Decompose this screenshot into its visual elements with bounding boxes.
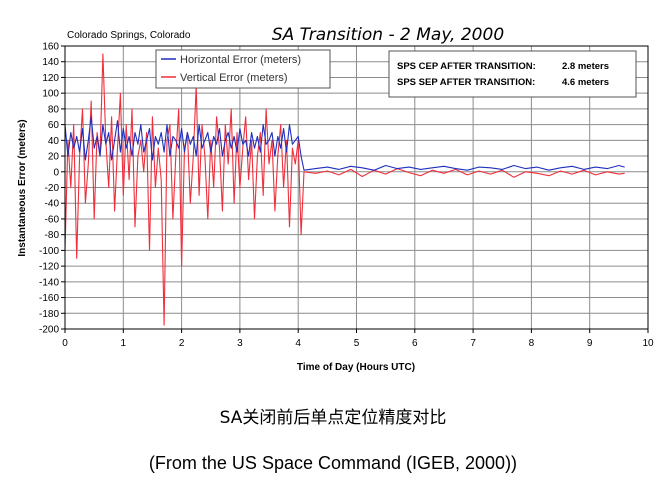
y-tick-label: 80 [48, 104, 60, 115]
legend-box [155, 49, 331, 89]
legend-label-vertical: Vertical Error (meters) [180, 72, 288, 84]
y-tick-label: -180 [39, 309, 59, 320]
y-tick-label: 0 [53, 167, 59, 178]
x-tick-label: 8 [529, 338, 535, 349]
y-tick-label: 20 [48, 152, 60, 163]
chart-subtitle: Colorado Springs, Colorado [67, 30, 191, 41]
y-tick-label: -140 [39, 277, 59, 288]
x-tick-label: 0 [62, 338, 68, 349]
x-axis-label: Time of Day (Hours UTC) [297, 362, 415, 373]
y-tick-label: -200 [39, 325, 59, 336]
series-layer [64, 53, 625, 326]
x-tick-label: 3 [237, 338, 243, 349]
y-tick-label: 160 [42, 42, 59, 53]
annotation-frame [388, 50, 637, 98]
x-tick-label: 5 [354, 338, 360, 349]
y-tick-label: -160 [39, 293, 59, 304]
annotation-box: SPS CEP AFTER TRANSITION: 2.8 meters SPS… [388, 50, 637, 98]
caption-chinese: SA关闭前后单点定位精度对比 [219, 408, 447, 428]
y-tick-label: 100 [42, 89, 59, 100]
y-tick-label: 60 [48, 120, 60, 131]
y-tick-label: -80 [45, 230, 60, 241]
x-tick-label: 2 [179, 338, 185, 349]
y-tick-label: -120 [39, 262, 59, 273]
y-tick-label: -100 [39, 246, 59, 257]
y-tick-label: -20 [45, 183, 60, 194]
annotation-cep-label: SPS CEP AFTER TRANSITION: [397, 61, 536, 72]
chart-title: SA Transition - 2 May, 2000 [272, 25, 504, 45]
y-tick-label: -40 [45, 199, 60, 210]
y-axis-label: Instantaneous Error (meters) [17, 119, 28, 256]
annotation-cep-value: 2.8 meters [562, 61, 609, 72]
y-tick-label: -60 [45, 214, 60, 225]
axes: -200-180-160-140-120-100-80-60-40-200204… [39, 42, 654, 350]
x-tick-label: 6 [412, 338, 418, 349]
x-tick-label: 9 [587, 338, 593, 349]
y-tick-label: 120 [42, 73, 59, 84]
annotation-sep-label: SPS SEP AFTER TRANSITION: [397, 77, 535, 88]
y-tick-label: 40 [48, 136, 60, 147]
annotation-sep-value: 4.6 meters [562, 77, 609, 88]
plot-frame [64, 45, 649, 330]
series-line-horizontal [64, 116, 625, 171]
x-tick-label: 4 [295, 338, 301, 349]
legend: Horizontal Error (meters) Vertical Error… [155, 49, 331, 89]
x-tick-label: 10 [642, 338, 654, 349]
legend-label-horizontal: Horizontal Error (meters) [180, 54, 301, 66]
caption-source: (From the US Space Command (IGEB, 2000)) [148, 453, 518, 473]
y-tick-label: 140 [42, 57, 59, 68]
chart: Colorado Springs, Colorado SA Transition… [17, 25, 654, 373]
x-tick-label: 7 [470, 338, 476, 349]
x-tick-label: 1 [121, 338, 127, 349]
